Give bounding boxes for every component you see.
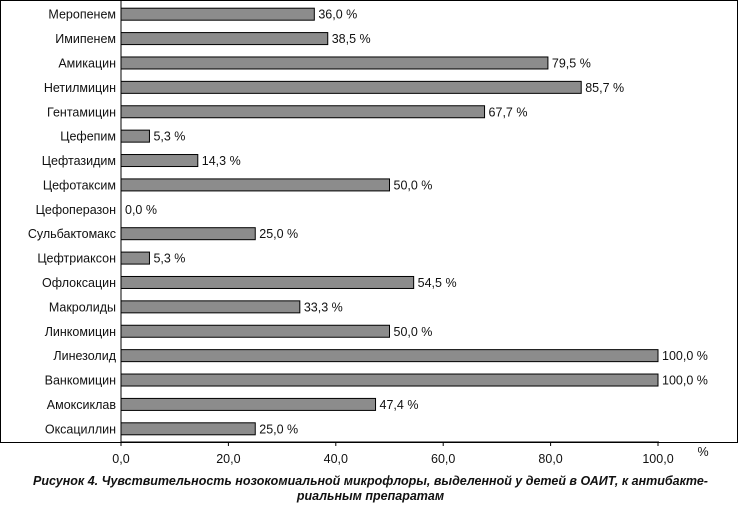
bar [120, 154, 199, 168]
bar [120, 129, 150, 143]
category-label: Меропенем [48, 8, 116, 22]
value-label: 47,4 % [380, 398, 419, 412]
category-label: Цефтриаксон [37, 252, 116, 266]
x-tick-label: 100,0 [642, 452, 673, 466]
value-label: 14,3 % [202, 154, 241, 168]
value-label: 54,5 % [418, 276, 457, 290]
bar [120, 7, 315, 21]
figure-caption: Рисунок 4. Чувствительность нозокомиальн… [0, 474, 741, 504]
value-label: 25,0 % [259, 422, 298, 436]
category-label: Цефоперазон [36, 203, 116, 217]
x-unit-label: % [697, 445, 708, 459]
value-label: 0,0 % [125, 203, 157, 217]
bar [120, 227, 256, 241]
bar [120, 80, 582, 94]
bar [120, 251, 150, 265]
category-label: Макролиды [49, 300, 116, 314]
bar [120, 373, 659, 387]
x-tick-label: 60,0 [431, 452, 455, 466]
bar [120, 300, 301, 314]
category-label: Нетилмицин [44, 81, 116, 95]
category-label: Оксациллин [45, 422, 116, 436]
bar [120, 397, 377, 411]
bar [120, 178, 390, 192]
category-label: Линкомицин [45, 325, 116, 339]
category-label: Имипенем [55, 32, 116, 46]
value-label: 36,0 % [318, 8, 357, 22]
category-label: Амоксиклав [47, 398, 117, 412]
x-tick-label: 20,0 [216, 452, 240, 466]
value-label: 67,7 % [489, 105, 528, 119]
category-label: Сульбактомакс [28, 227, 116, 241]
bar [120, 56, 549, 70]
x-tick-label: 0,0 [112, 452, 129, 466]
bar-chart: Меропенем 36,0 % Имипенем 38,5 % Амикацин 79,… [0, 0, 738, 466]
value-label: 5,3 % [153, 130, 185, 144]
category-label: Гентамицин [47, 105, 116, 119]
category-label: Цефепим [60, 130, 116, 144]
category-label: Цефтазидим [42, 154, 116, 168]
value-label: 33,3 % [304, 300, 343, 314]
value-label: 50,0 % [394, 325, 433, 339]
caption-line-2: риальным препаратам [296, 489, 445, 503]
bar [120, 32, 329, 46]
category-label: Офлоксацин [42, 276, 116, 290]
x-tick-label: 80,0 [538, 452, 562, 466]
value-label: 100,0 % [662, 349, 708, 363]
category-label: Цефотаксим [43, 178, 116, 192]
value-label: 25,0 % [259, 227, 298, 241]
value-label: 50,0 % [394, 178, 433, 192]
x-tick-label: 40,0 [324, 452, 348, 466]
bar [120, 275, 415, 289]
bar [120, 105, 486, 119]
category-label: Амикацин [58, 56, 116, 70]
category-label: Линезолид [53, 349, 116, 363]
bar [120, 324, 390, 338]
value-label: 79,5 % [552, 56, 591, 70]
bar [120, 349, 659, 363]
value-label: 100,0 % [662, 374, 708, 388]
caption-line-1: Рисунок 4. Чувствительность нозокомиальн… [33, 474, 708, 488]
bar [120, 422, 256, 436]
category-label: Ванкомицин [45, 374, 116, 388]
value-label: 5,3 % [153, 252, 185, 266]
value-label: 38,5 % [332, 32, 371, 46]
value-label: 85,7 % [585, 81, 624, 95]
